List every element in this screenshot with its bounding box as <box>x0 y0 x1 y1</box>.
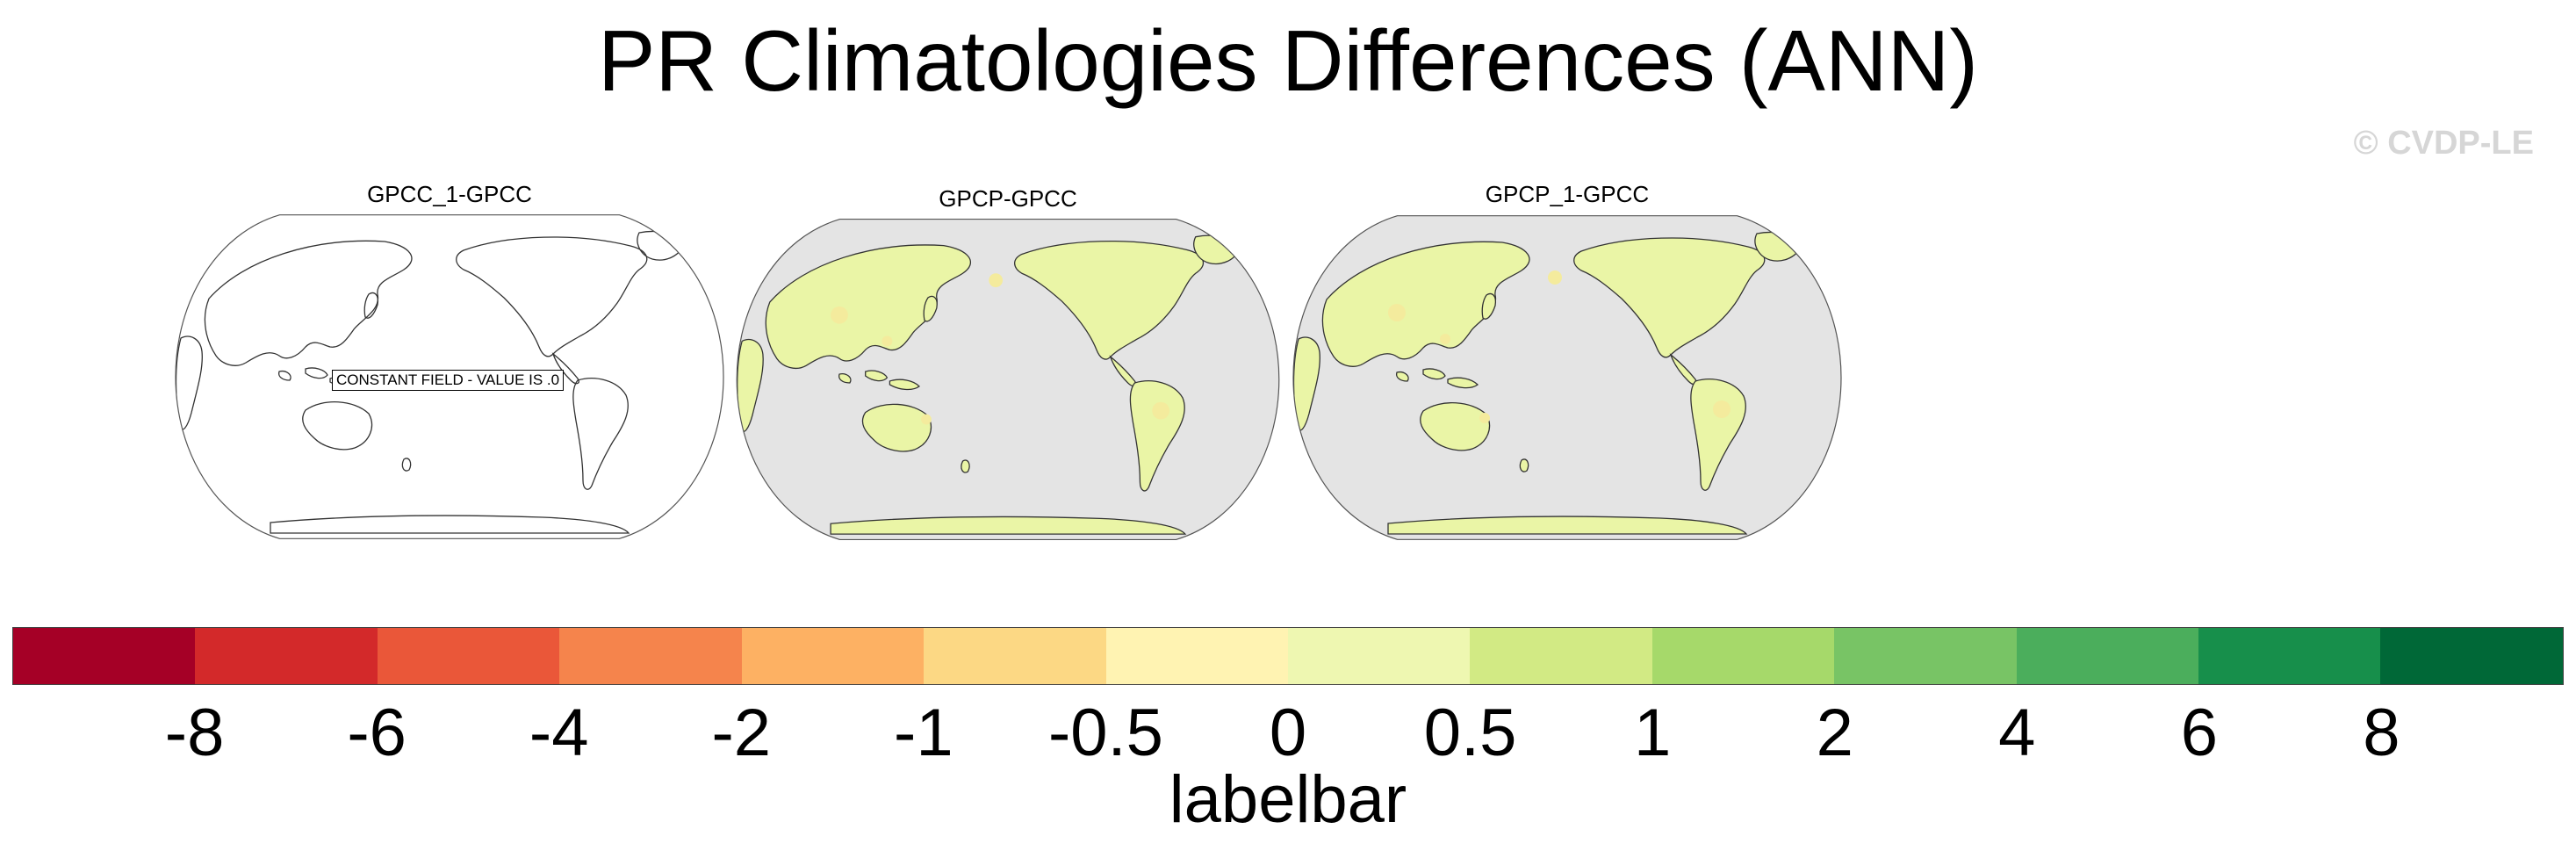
coastline <box>889 379 921 391</box>
coastline <box>551 352 579 385</box>
colorbar-swatch <box>2380 628 2563 684</box>
colorbar-tick-label: 6 <box>2180 696 2218 770</box>
colorbar-tick-label: 2 <box>1816 696 1853 770</box>
coastline <box>1395 371 1409 382</box>
coastline <box>305 367 328 379</box>
coastline <box>1321 241 1530 367</box>
coastline <box>865 370 889 382</box>
map-border <box>1292 215 1842 540</box>
field-speckle <box>831 306 848 324</box>
map-border <box>175 214 724 539</box>
coastline <box>1573 237 1766 358</box>
coastline <box>1420 402 1491 451</box>
colorbar-tick-label: 1 <box>1634 696 1672 770</box>
colorbar-tick-label: 4 <box>1998 696 2036 770</box>
colorbar-tick-label: -2 <box>711 696 772 770</box>
coastline <box>277 370 291 381</box>
colorbar-swatch <box>377 628 560 684</box>
field-speckle <box>989 273 1004 288</box>
coastline <box>1422 368 1446 380</box>
coastline <box>363 292 379 319</box>
field-speckle <box>1388 304 1406 321</box>
coastline <box>1481 292 1497 320</box>
coastline <box>302 401 373 451</box>
coastline <box>961 459 970 473</box>
colorbar-swatch <box>1287 628 1471 684</box>
map-panel-3 <box>1292 215 1842 540</box>
constant-field-note: CONSTANT FIELD - VALUE IS .0 <box>332 370 565 391</box>
colorbar-tick-label: -1 <box>894 696 953 770</box>
coastline <box>1690 379 1746 491</box>
coastline <box>1447 377 1479 389</box>
colorbar-swatch <box>1105 628 1288 684</box>
panel-title-1: GPCC_1-GPCC <box>367 181 532 207</box>
colorbar-swatch <box>195 628 378 684</box>
colorbar-tick-label: 0 <box>1269 696 1307 770</box>
colorbar-swatch <box>559 628 742 684</box>
coastline <box>456 236 648 357</box>
coastline <box>204 240 413 366</box>
colorbar-swatch <box>1470 628 1652 684</box>
coastline <box>861 403 932 452</box>
coastline <box>1014 240 1205 360</box>
coastline <box>270 515 630 534</box>
coastline <box>765 244 972 369</box>
colorbar-swatch <box>741 628 925 684</box>
panel-title-2: GPCP-GPCC <box>939 185 1077 212</box>
coastline <box>1387 516 1748 535</box>
colorbar-swatch <box>2198 628 2381 684</box>
colorbar-tick-label: -6 <box>347 696 407 770</box>
colorbar-swatch <box>13 628 196 684</box>
figure-title: PR Climatologies Differences (ANN) <box>597 12 1979 109</box>
colorbar-tick-label: -8 <box>164 696 225 770</box>
coastline <box>830 516 1187 535</box>
colorbar-swatch <box>924 628 1106 684</box>
colorbar-swatch <box>1651 628 1835 684</box>
coastline <box>1129 380 1185 492</box>
field-speckle <box>921 414 932 425</box>
coastline <box>923 295 938 322</box>
colorbar-label: labelbar <box>1169 762 1407 837</box>
field-speckle <box>1713 400 1731 418</box>
coastline <box>572 378 629 490</box>
field-speckle <box>1152 401 1170 420</box>
colorbar-tick-label: -4 <box>529 696 589 770</box>
colorbar-tick-label: 0.5 <box>1423 696 1517 770</box>
colorbar <box>12 627 2564 685</box>
panel-title-3: GPCP_1-GPCC <box>1485 181 1650 207</box>
map-panel-2 <box>736 218 1280 541</box>
field-speckle <box>1548 270 1562 285</box>
coastline <box>401 458 412 472</box>
field-speckle <box>881 335 893 347</box>
field-speckle <box>1440 334 1450 344</box>
map-border <box>736 218 1280 541</box>
colorbar-swatch <box>2016 628 2199 684</box>
colorbar-swatch <box>1834 628 2017 684</box>
field-speckle <box>1479 413 1490 423</box>
coastline <box>838 373 852 384</box>
colorbar-tick-label: 8 <box>2363 696 2400 770</box>
colorbar-ticks: -8 -6 -4 -2 -1 -0.5 0 0.5 1 2 4 6 8 <box>0 694 2576 773</box>
coastline <box>1519 458 1529 472</box>
credit-watermark: © CVDP-LE <box>2353 125 2534 162</box>
colorbar-tick-label: -0.5 <box>1047 696 1163 770</box>
